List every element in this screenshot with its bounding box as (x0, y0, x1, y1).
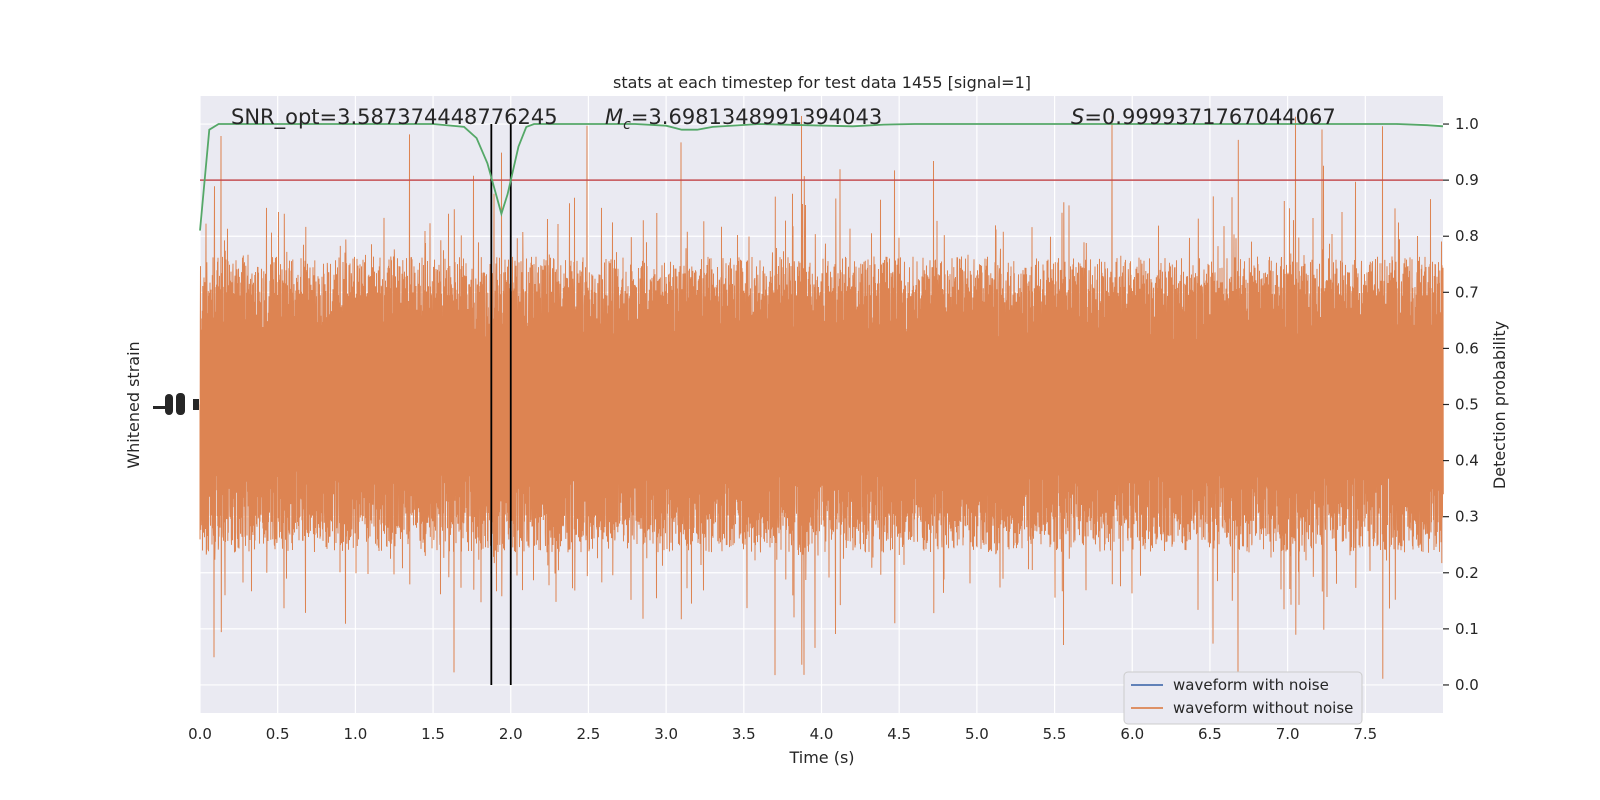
legend: waveform with noise waveform without noi… (1123, 671, 1363, 725)
chart-title: stats at each timestep for test data 145… (613, 73, 1031, 92)
left-tick-glyph (176, 393, 185, 415)
y-right-tick-label: 0.7 (1455, 283, 1479, 301)
x-tick-label: 4.5 (887, 725, 911, 743)
x-tick-label: 2.5 (577, 725, 601, 743)
strain-signal (199, 115, 1444, 681)
mc-value: =3.6981348991394043 (631, 105, 882, 129)
x-tick-label: 2.0 (499, 725, 523, 743)
y-right-tick-label: 0.2 (1455, 564, 1479, 582)
x-tick-label: 5.0 (965, 725, 989, 743)
s-value: =0.9999371767044067 (1084, 105, 1335, 129)
s-annotation: S=0.9999371767044067 (1071, 105, 1336, 129)
chirp-mass-annotation: Mc=3.6981348991394043 (605, 105, 882, 133)
mc-symbol: M (605, 105, 623, 129)
y-right-tick-label: 0.6 (1455, 339, 1479, 357)
left-tick-glyph (153, 406, 173, 409)
y-axis-label-left: Whitened strain (124, 341, 143, 468)
legend-label-with-noise: waveform with noise (1173, 676, 1329, 694)
y-right-tick-labels: 0.0 0.1 0.2 0.3 0.4 0.5 0.6 0.7 0.8 0.9 1.0 (1443, 115, 1479, 694)
mc-subscript: c (623, 117, 631, 133)
legend-label-without-noise: waveform without noise (1173, 699, 1353, 717)
y-right-tick-label: 1.0 (1455, 115, 1479, 133)
x-tick-labels: 0.0 0.5 1.0 1.5 2.0 2.5 3.0 3.5 4.0 4.5 5.0 5.5 6.0 6… (188, 725, 1377, 743)
x-tick-label: 6.5 (1198, 725, 1222, 743)
snr-annotation: SNR_opt=3.587374448776245 (231, 105, 558, 130)
x-tick-label: 0.0 (188, 725, 212, 743)
x-tick-label: 0.5 (266, 725, 290, 743)
y-right-tick-label: 0.3 (1455, 508, 1479, 526)
y-right-tick-label: 0.1 (1455, 620, 1479, 638)
x-tick-label: 4.0 (810, 725, 834, 743)
x-axis-label: Time (s) (788, 748, 854, 767)
strain-trace (199, 115, 1444, 681)
x-tick-label: 7.0 (1276, 725, 1300, 743)
left-tick-glyph (165, 394, 173, 415)
x-tick-label: 6.0 (1120, 725, 1144, 743)
y-right-tick-label: 0.0 (1455, 676, 1479, 694)
left-axis-tick-cluster (153, 393, 199, 415)
y-right-tick-label: 0.9 (1455, 171, 1479, 189)
x-tick-label: 1.0 (343, 725, 367, 743)
y-right-tick-label: 0.5 (1455, 396, 1479, 414)
x-tick-label: 3.0 (654, 725, 678, 743)
x-tick-label: 7.5 (1353, 725, 1377, 743)
s-symbol: S (1071, 105, 1084, 129)
x-tick-label: 5.5 (1043, 725, 1067, 743)
y-axis-label-right: Detection probability (1490, 321, 1509, 489)
left-tick-mark (193, 399, 199, 410)
y-right-tick-label: 0.4 (1455, 452, 1479, 470)
x-tick-label: 1.5 (421, 725, 445, 743)
x-tick-label: 3.5 (732, 725, 756, 743)
detection-probability-line (199, 123, 1444, 231)
vertical-lines (490, 124, 512, 685)
y-right-tick-label: 0.8 (1455, 227, 1479, 245)
legend-box (1123, 671, 1363, 725)
